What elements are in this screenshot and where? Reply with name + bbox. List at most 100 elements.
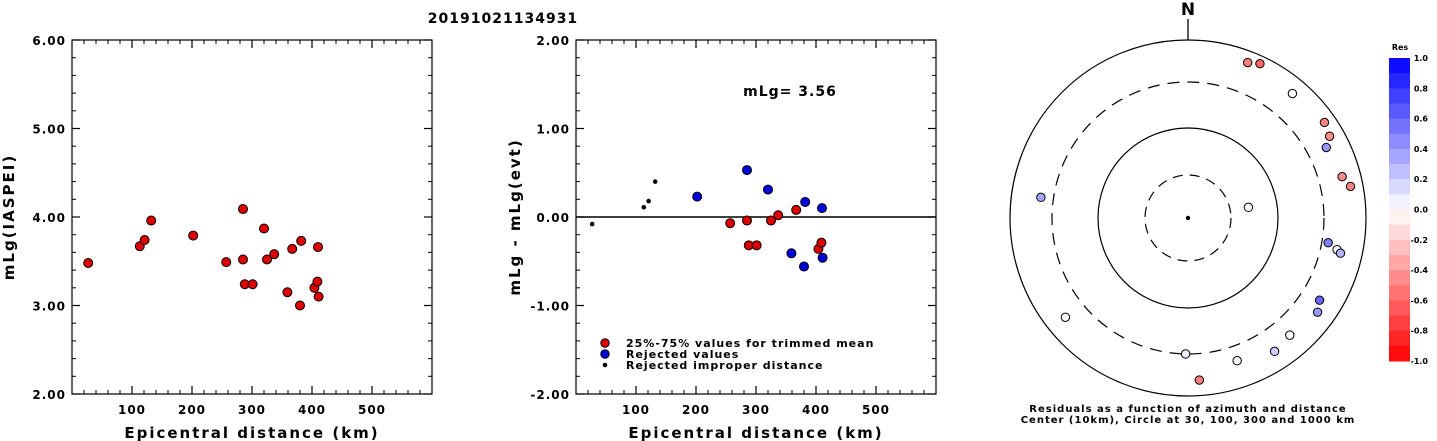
colorbar-cell [1389,224,1410,241]
magnitude-point [296,235,307,246]
station-marker [1194,375,1205,385]
colorbar-cell [1389,148,1410,165]
magnitude-point [188,230,199,241]
colorbar-cell [1389,103,1410,120]
trimmed-mean-point [773,210,784,221]
colorbar-cell [1389,179,1410,195]
trimmed-mean-point [816,237,827,248]
station-marker [1243,202,1254,213]
figure-title: 20191021134931 [428,11,578,27]
colorbar-cell [1389,300,1410,317]
magnitude-point [139,235,150,246]
x-tick-label: 200 [178,403,206,417]
circle-300km [1051,81,1325,355]
station-marker [1180,349,1191,359]
p2-tick-layer: 100 200 300 400 500 2.00 1.00 0.00 -1.00 -2.00 [530,34,936,417]
y-tick-label: 1.00 [536,123,570,137]
rejected-point [763,184,773,195]
station-marker [1060,312,1071,322]
station-marker [1255,59,1265,69]
x-tick-label: 400 [298,403,326,417]
rejected-point [817,252,828,263]
station-marker [1232,355,1242,366]
legend-label: Rejected improper distance [626,359,823,372]
rejected-distance-point [641,204,647,210]
colorbar-label: 0.8 [1414,84,1429,93]
north-label: N [1181,0,1195,20]
station-marker [1314,295,1325,305]
colorbar-label: -1.0 [1411,357,1429,366]
magnitude-point [313,291,324,302]
magnitude-point [295,300,305,311]
magnitude-point [262,254,272,265]
polar-caption-line1: Residuals as a function of azimuth and d… [1029,404,1346,415]
colorbar-labels: 1.0 0.8 0.6 0.4 0.2 0.0 -0.2 -0.4 -0.6 -0.8 -1.0 [1411,54,1429,366]
magnitude-point [287,243,298,254]
panel-polar: N Residuals as a function of azimuth and… [1009,0,1367,426]
p1-y-axis-label: mLg(IASPEI) [0,154,18,280]
p1-point-layer [83,204,324,311]
magnitude-point [221,257,232,268]
magnitude-point [269,249,280,260]
station-marker [1269,346,1280,357]
trimmed-mean-point [766,215,776,226]
magnitude-point [146,215,157,226]
rejected-point [817,203,827,214]
colorbar-cells [1389,58,1410,362]
colorbar-cell [1389,239,1410,256]
station-marker [1337,171,1347,182]
station-marker [1319,117,1330,128]
colorbar-label: -0.6 [1411,296,1429,305]
x-tick-label: 500 [862,403,890,417]
magnitude-point [238,254,248,265]
plot-frame-1 [71,39,433,395]
y-tick-label: 2.00 [32,388,66,402]
legend-marker [600,349,610,359]
y-tick-label: 6.00 [32,34,66,48]
mlg-annotation: mLg= 3.56 [743,84,837,100]
station-marker [1287,88,1298,99]
magnitude-point [247,279,258,290]
x-tick-label: 300 [742,403,770,417]
colorbar-label: 0.6 [1414,115,1429,124]
station-marker [1323,238,1333,248]
colorbar-label: -0.8 [1411,327,1429,336]
x-tick-label: 200 [682,403,710,417]
colorbar-label: 0.4 [1414,145,1429,154]
x-tick-label: 500 [358,403,386,417]
station-marker [1285,330,1295,340]
rejected-point [742,165,752,176]
panel-residual: 100 200 300 400 500 2.00 1.00 0.00 -1.00 -2.00 mL… [506,34,937,441]
y-tick-label: 4.00 [32,211,66,225]
colorbar-cell [1389,118,1410,135]
p1-tick-layer: 100 200 300 400 500 6.00 5.00 4.00 3.00 2.00 [32,34,432,417]
station-marker [1324,131,1335,141]
colorbar-cell [1389,164,1410,180]
colorbar-cell [1389,209,1410,226]
magnitude-point [83,258,94,269]
legend-marker [600,338,610,348]
rejected-distance-point [646,198,651,204]
colorbar-cell [1389,73,1410,89]
legend-marker [602,362,608,368]
magnitude-point [259,223,269,234]
colorbar-cell [1389,345,1410,362]
y-tick-label: 0.00 [536,211,570,225]
trimmed-mean-point [742,215,752,226]
colorbar-cell [1389,330,1410,347]
circle-30km [1144,174,1232,262]
magnitude-point [313,242,323,253]
x-tick-label: 400 [802,403,830,417]
trimmed-mean-point [751,240,762,251]
polar-caption-line2: Center (10km), Circle at 30, 100, 300 an… [1021,415,1356,426]
colorbar: Res 1.0 0.8 0.6 0.4 0.2 0.0 -0.2 -0.4 -0.6 -0.8 -1… [1389,43,1428,366]
colorbar-cell [1389,194,1410,210]
panel-magnitude: 100 200 300 400 500 6.00 5.00 4.00 3.00 2.00 Epic… [0,34,433,441]
magnitude-point [312,276,323,287]
legend-label: 25%-75% values for trimmed mean [626,337,874,350]
magnitude-point [282,287,293,298]
center-dot [1185,215,1191,221]
station-marker [1321,142,1331,153]
p2-x-axis-label: Epicentral distance (km) [628,424,883,441]
